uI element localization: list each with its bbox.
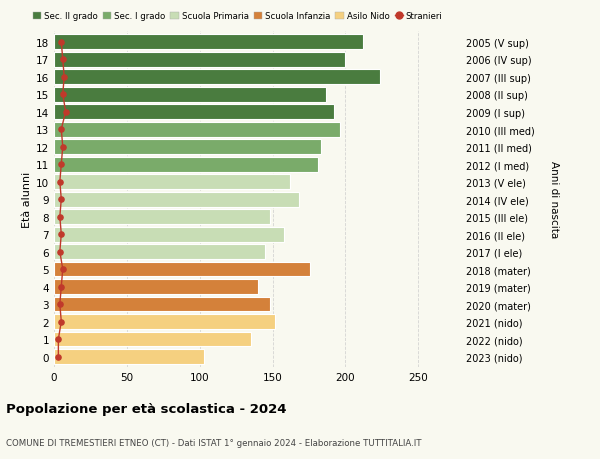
Point xyxy=(58,56,68,64)
Point xyxy=(61,109,70,116)
Point xyxy=(55,301,65,308)
Text: Popolazione per età scolastica - 2024: Popolazione per età scolastica - 2024 xyxy=(6,403,287,415)
Point xyxy=(56,318,66,325)
Bar xyxy=(54,262,310,277)
Bar xyxy=(54,349,204,364)
Bar xyxy=(54,245,265,259)
Bar xyxy=(54,227,284,242)
Bar xyxy=(54,210,269,224)
Bar xyxy=(54,123,340,137)
Bar xyxy=(54,280,258,294)
Bar xyxy=(54,70,380,85)
Point xyxy=(56,196,66,203)
Bar xyxy=(54,175,290,190)
Bar xyxy=(54,140,320,155)
Bar xyxy=(54,105,334,120)
Legend: Sec. II grado, Sec. I grado, Scuola Primaria, Scuola Infanzia, Asilo Nido, Stran: Sec. II grado, Sec. I grado, Scuola Prim… xyxy=(32,12,443,21)
Bar xyxy=(54,35,363,50)
Bar xyxy=(54,192,299,207)
Text: COMUNE DI TREMESTIERI ETNEO (CT) - Dati ISTAT 1° gennaio 2024 - Elaborazione TUT: COMUNE DI TREMESTIERI ETNEO (CT) - Dati … xyxy=(6,438,421,448)
Bar xyxy=(54,88,326,102)
Point xyxy=(58,144,68,151)
Point xyxy=(56,39,66,46)
Bar xyxy=(54,297,269,312)
Point xyxy=(55,248,65,256)
Point xyxy=(56,231,66,238)
Point xyxy=(58,266,68,273)
Point xyxy=(55,213,65,221)
Point xyxy=(53,353,63,360)
Point xyxy=(59,74,69,81)
Bar xyxy=(54,332,251,347)
Point xyxy=(53,336,63,343)
Y-axis label: Età alunni: Età alunni xyxy=(22,172,32,228)
Bar xyxy=(54,314,275,329)
Point xyxy=(56,126,66,134)
Point xyxy=(55,179,65,186)
Point xyxy=(56,283,66,291)
Bar xyxy=(54,157,318,172)
Bar xyxy=(54,53,346,67)
Point xyxy=(58,91,68,99)
Point xyxy=(56,161,66,168)
Y-axis label: Anni di nascita: Anni di nascita xyxy=(549,161,559,238)
